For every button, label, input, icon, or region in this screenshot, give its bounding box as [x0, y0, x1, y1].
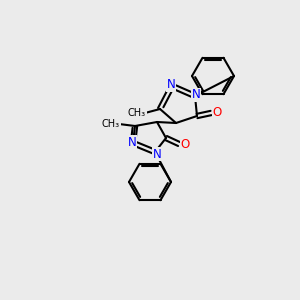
Text: N: N [128, 136, 136, 148]
Text: O: O [212, 106, 222, 119]
Text: O: O [180, 137, 190, 151]
Text: CH₃: CH₃ [102, 119, 120, 129]
Text: N: N [167, 79, 176, 92]
Text: CH₃: CH₃ [128, 108, 146, 118]
Text: N: N [192, 88, 200, 101]
Text: N: N [153, 148, 161, 160]
